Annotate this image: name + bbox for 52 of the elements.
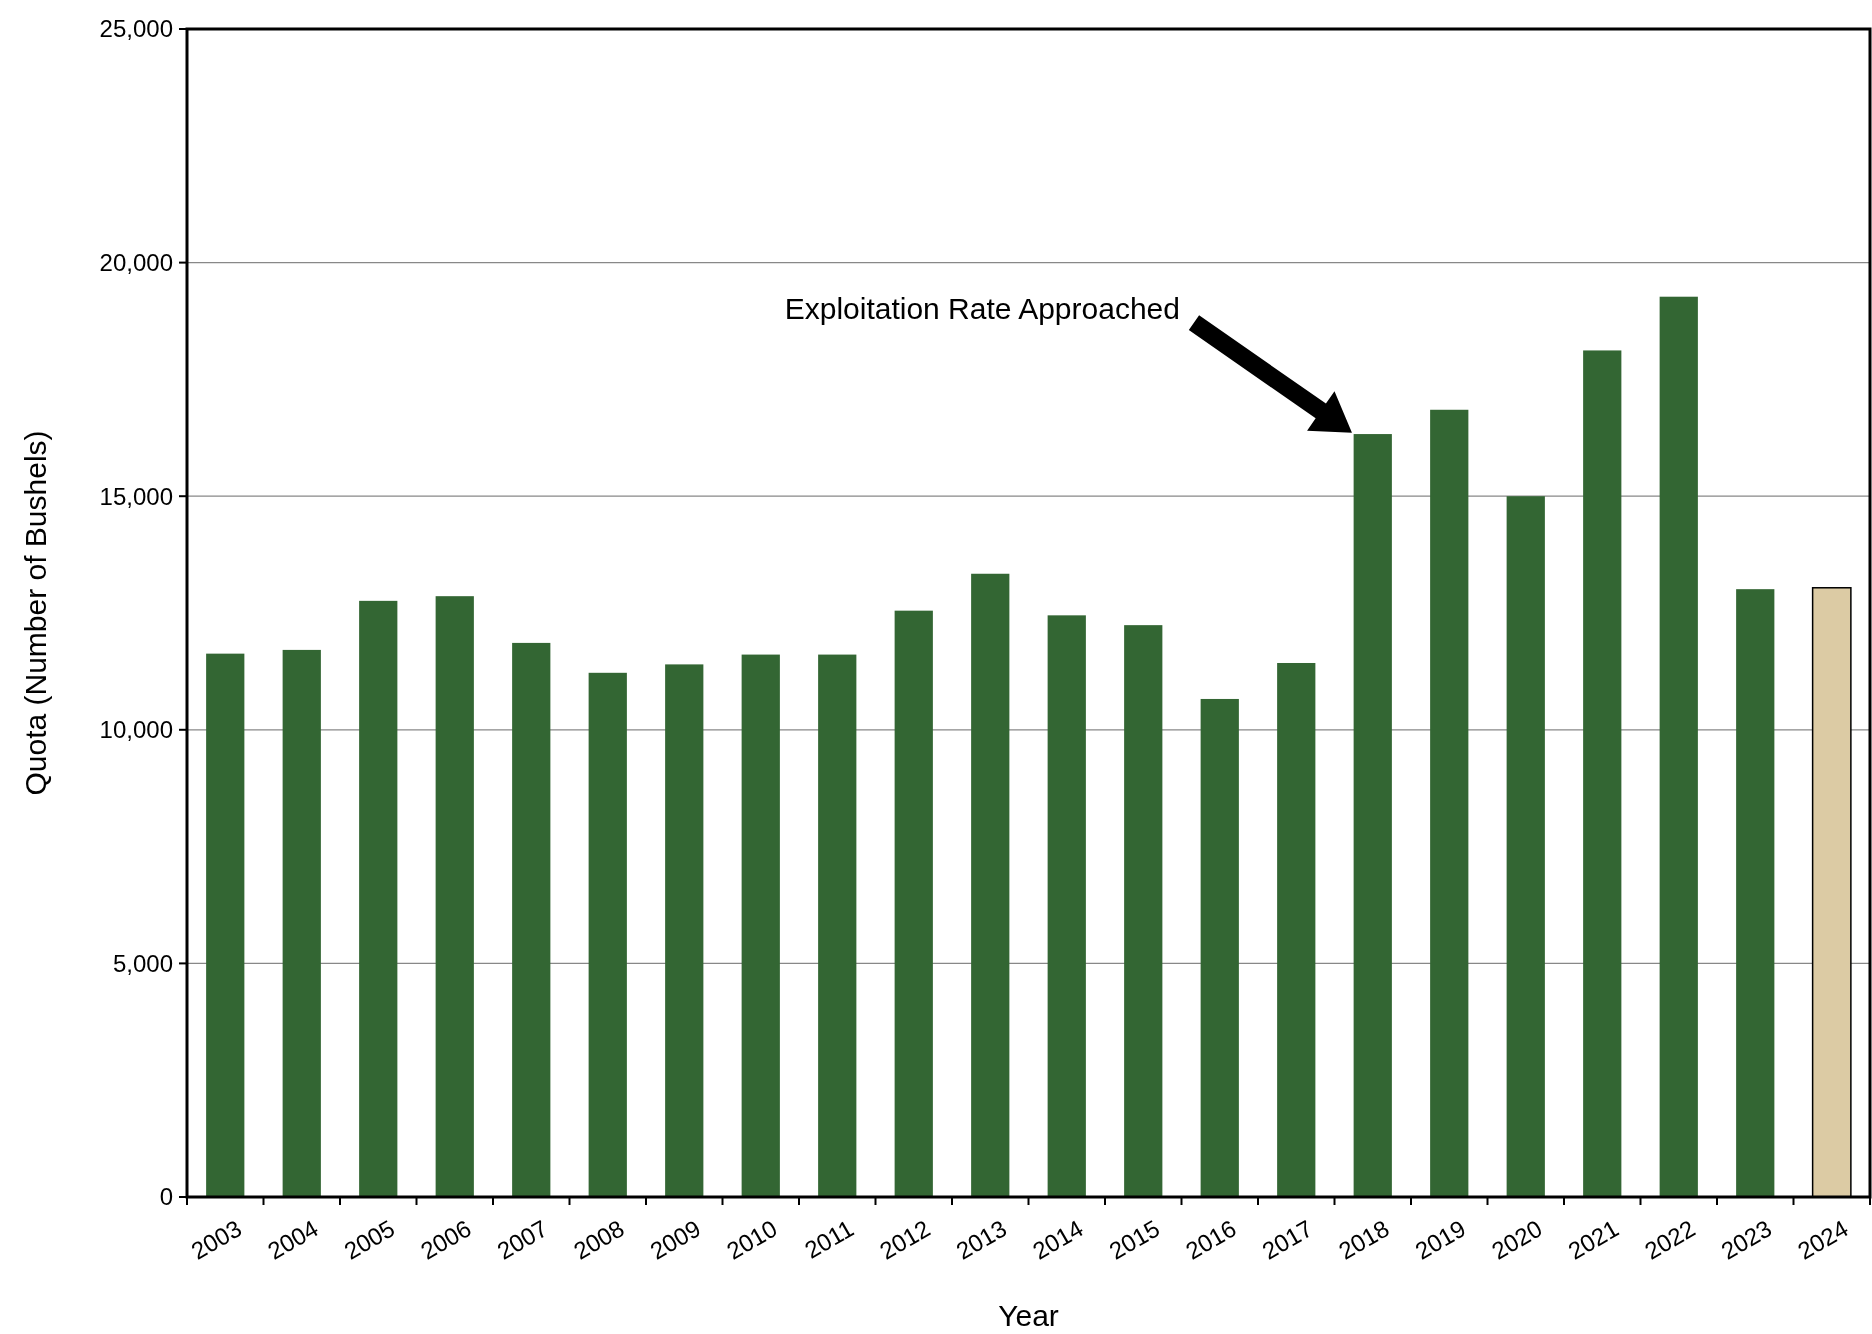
bar xyxy=(818,654,857,1197)
bar xyxy=(665,664,704,1197)
x-tick-label: 2013 xyxy=(951,1214,1012,1265)
x-tick-label: 2009 xyxy=(645,1214,706,1265)
bar xyxy=(1659,296,1698,1197)
bar xyxy=(588,672,627,1197)
bar xyxy=(435,596,474,1197)
x-tick-label: 2006 xyxy=(415,1214,476,1265)
y-tick-label: 0 xyxy=(159,1183,173,1211)
x-tick-label: 2003 xyxy=(186,1214,247,1265)
x-tick-label: 2021 xyxy=(1563,1214,1624,1265)
x-tick-label: 2024 xyxy=(1792,1214,1853,1265)
y-tick-label: 25,000 xyxy=(99,15,173,43)
bar xyxy=(741,654,780,1197)
x-tick-label: 2020 xyxy=(1486,1214,1547,1265)
y-axis-title: Quota (Number of Bushels) xyxy=(19,430,52,796)
x-tick-label: 2004 xyxy=(262,1214,323,1265)
bar xyxy=(894,610,933,1197)
y-tick-label: 10,000 xyxy=(99,716,173,744)
bar xyxy=(206,653,245,1197)
x-tick-label: 2008 xyxy=(568,1214,629,1265)
x-tick-label: 2010 xyxy=(721,1214,782,1265)
x-tick-label: 2012 xyxy=(874,1214,935,1265)
x-tick-label: 2011 xyxy=(799,1214,859,1264)
bar xyxy=(1200,698,1239,1197)
x-tick-label: 2022 xyxy=(1639,1214,1700,1265)
bar xyxy=(1353,434,1392,1197)
x-tick-label: 2018 xyxy=(1333,1214,1394,1265)
x-tick-label: 2023 xyxy=(1716,1214,1777,1265)
x-tick-label: 2015 xyxy=(1104,1214,1165,1265)
bar xyxy=(282,649,321,1197)
x-tick-label: 2019 xyxy=(1410,1214,1471,1265)
annotation: Exploitation Rate Approached xyxy=(784,291,1180,325)
bar xyxy=(359,600,398,1197)
bar xyxy=(971,573,1010,1197)
y-tick-label: 20,000 xyxy=(99,249,173,276)
x-tick-label: 2014 xyxy=(1027,1214,1088,1265)
x-tick-label: 2005 xyxy=(339,1214,400,1265)
x-tick-label: 2007 xyxy=(492,1214,553,1265)
y-tick-label: 15,000 xyxy=(99,482,173,510)
bar xyxy=(1047,615,1086,1197)
bar xyxy=(1506,496,1545,1197)
bar xyxy=(1736,589,1775,1197)
x-tick-label: 2017 xyxy=(1257,1214,1318,1265)
bar xyxy=(1277,662,1316,1197)
bar xyxy=(1583,350,1622,1197)
bar xyxy=(1124,625,1163,1197)
y-tick-label: 5,000 xyxy=(112,949,173,977)
x-axis-title: Year xyxy=(998,1299,1059,1332)
bar xyxy=(1430,409,1469,1197)
x-tick-label: 2016 xyxy=(1180,1214,1241,1265)
bar xyxy=(512,642,551,1197)
